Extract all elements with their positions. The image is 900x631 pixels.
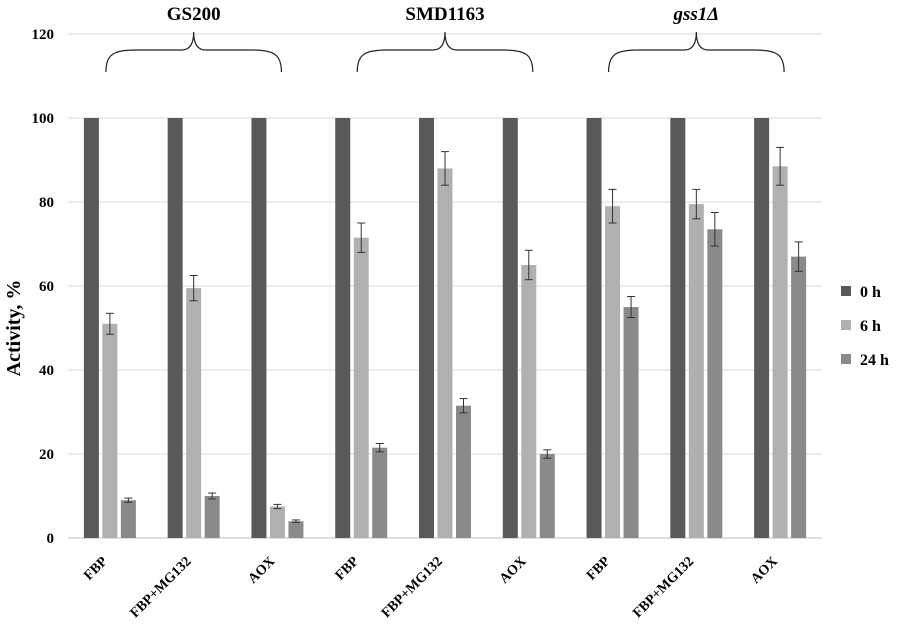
bar	[502, 118, 518, 538]
bar	[204, 496, 220, 538]
x-category-label: FBP	[584, 554, 614, 584]
bar	[419, 118, 434, 538]
bar	[456, 405, 471, 538]
bar	[670, 118, 686, 538]
legend-label: 0 h	[860, 284, 881, 301]
group-brace	[607, 31, 785, 73]
bar	[120, 500, 136, 538]
x-category-label: AOX	[246, 554, 279, 587]
group-label: SMD1163	[405, 4, 484, 25]
legend: 0 h 6 h 24 h	[841, 284, 889, 369]
bar	[353, 237, 369, 538]
group-label: GS200	[167, 4, 221, 25]
y-tick-label: 20	[39, 447, 54, 463]
x-category-label: FBP+MG132	[630, 554, 697, 621]
x-category-label: AOX	[748, 554, 781, 587]
bar	[83, 118, 99, 538]
bar	[791, 256, 807, 538]
bar	[586, 118, 602, 538]
bar	[288, 521, 304, 538]
x-category-label: FBP	[333, 554, 363, 584]
bar	[167, 118, 183, 538]
x-category-label: FBP	[81, 554, 111, 584]
y-tick-label: 60	[39, 279, 54, 295]
bar	[102, 323, 118, 538]
bar	[623, 307, 639, 538]
bar	[372, 447, 388, 538]
bar	[437, 168, 453, 538]
error-bars	[105, 146, 803, 523]
y-axis-title: Activity, %	[3, 280, 25, 377]
x-category-label: FBP+MG132	[379, 554, 446, 621]
y-tick-label: 0	[47, 531, 55, 547]
legend-swatch	[841, 354, 851, 364]
group-brace	[105, 31, 283, 73]
bar	[772, 166, 788, 539]
legend-swatch	[841, 320, 851, 330]
bar	[707, 229, 723, 539]
x-category-label: AOX	[497, 554, 530, 587]
y-tick-labels: 0 20 40 60 80 100 120	[32, 27, 55, 547]
bars	[83, 118, 807, 539]
bar	[269, 506, 285, 538]
group-label: gss1Δ	[672, 4, 719, 25]
x-category-label: FBP+MG132	[128, 554, 195, 621]
legend-swatch	[841, 286, 851, 296]
y-tick-label: 40	[39, 363, 54, 379]
bar	[186, 288, 202, 538]
group-brace	[356, 31, 534, 73]
x-category-labels: FBP FBP+MG132 AOX FBP FBP+MG132 AOX FBP FBP+MG1…	[81, 554, 781, 621]
y-tick-label: 80	[39, 195, 54, 211]
y-tick-label: 120	[32, 27, 55, 43]
legend-label: 24 h	[860, 352, 889, 369]
bar	[251, 118, 267, 538]
legend-label: 6 h	[860, 318, 881, 335]
bar	[754, 118, 770, 538]
bar	[335, 118, 351, 538]
group-brackets: GS200 SMD1163 gss1Δ	[105, 4, 785, 73]
bar	[521, 265, 537, 538]
y-tick-label: 100	[32, 111, 55, 127]
bar	[539, 454, 555, 538]
bar	[688, 204, 704, 538]
bar	[605, 206, 621, 538]
